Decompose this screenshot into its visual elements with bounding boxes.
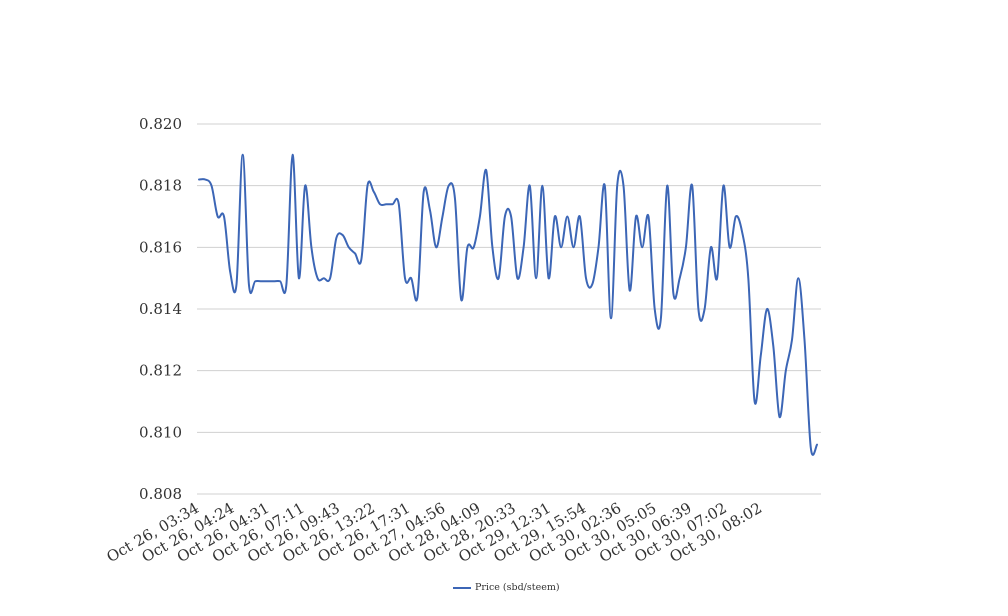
y-tick-label: 0.818 xyxy=(139,177,182,195)
y-tick-label: 0.814 xyxy=(139,300,182,318)
legend-label: Price (sbd/steem) xyxy=(475,582,560,593)
y-tick-label: 0.808 xyxy=(139,485,182,503)
legend-swatch xyxy=(453,586,471,589)
y-axis-tick-labels: 0.808 0.810 0.812 0.814 0.816 0.818 0.820 xyxy=(139,115,182,503)
y-tick-label: 0.812 xyxy=(139,362,182,380)
legend: Price (sbd/steem) xyxy=(453,582,560,593)
y-tick-label: 0.816 xyxy=(139,238,182,256)
series-line-price xyxy=(198,153,818,456)
y-tick-label: 0.810 xyxy=(139,423,182,441)
y-tick-label: 0.820 xyxy=(139,115,182,133)
